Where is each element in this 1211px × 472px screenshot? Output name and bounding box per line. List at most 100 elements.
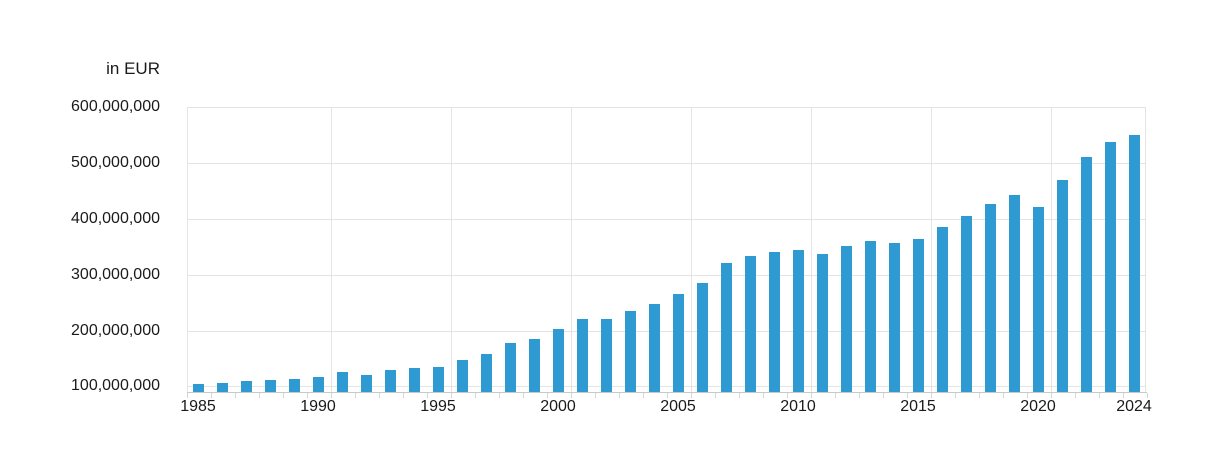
- x-tick-label: 2024: [1116, 398, 1152, 415]
- y-grid-line: [187, 331, 1145, 332]
- y-axis-unit-label: in EUR: [106, 59, 160, 78]
- x-axis-tick: [1099, 393, 1100, 398]
- x-tick-label: 1985: [180, 398, 216, 415]
- bar-year-2013: [865, 240, 876, 392]
- x-tick-label: 1990: [300, 398, 336, 415]
- x-axis-tick: [931, 393, 932, 398]
- y-tick-label: 500,000,000: [71, 154, 160, 171]
- x-axis-tick: [307, 393, 308, 398]
- x-axis-tick: [787, 393, 788, 398]
- x-axis-tick: [355, 393, 356, 398]
- bar-year-2005: [673, 293, 684, 392]
- bar-year-2000: [553, 328, 564, 392]
- x-axis-tick: [1147, 393, 1148, 398]
- bar-year-1985: [193, 383, 204, 392]
- x-axis-tick: [523, 393, 524, 398]
- x-axis-tick: [403, 393, 404, 398]
- bar-year-2002: [601, 318, 612, 392]
- x-axis-tick: [811, 393, 812, 398]
- bar-year-2006: [697, 283, 708, 392]
- x-tick-label: 1995: [420, 398, 456, 415]
- x-axis-tick: [283, 393, 284, 398]
- bar-year-2016: [937, 227, 948, 392]
- x-axis-tick: [715, 393, 716, 398]
- bar-year-1994: [409, 367, 420, 392]
- y-grid-line: [187, 219, 1145, 220]
- x-grid-line: [1051, 107, 1052, 392]
- y-grid-line: [187, 386, 1145, 387]
- x-axis-tick: [427, 393, 428, 398]
- x-axis-tick: [883, 393, 884, 398]
- x-grid-line: [331, 107, 332, 392]
- bar-year-1991: [337, 372, 348, 392]
- x-axis-tick: [331, 393, 332, 398]
- x-axis-tick: [907, 393, 908, 398]
- bar-year-1999: [529, 338, 540, 392]
- x-tick-label: 2000: [540, 398, 576, 415]
- x-tick-label: 2015: [900, 398, 936, 415]
- x-grid-line: [451, 107, 452, 392]
- bar-year-2012: [841, 246, 852, 392]
- y-grid-line: [187, 275, 1145, 276]
- bar-year-2007: [721, 263, 732, 392]
- x-tick-label: 2005: [660, 398, 696, 415]
- x-axis-tick: [1003, 393, 1004, 398]
- bar-year-1986: [217, 382, 228, 392]
- x-axis-tick: [619, 393, 620, 398]
- bar-year-2010: [793, 249, 804, 392]
- bar-year-1987: [241, 381, 252, 392]
- y-tick-label: 400,000,000: [71, 210, 160, 227]
- x-axis-tick: [955, 393, 956, 398]
- y-tick-label: 200,000,000: [71, 322, 160, 339]
- bar-year-2020: [1033, 207, 1044, 392]
- y-tick-label: 100,000,000: [71, 377, 160, 394]
- x-axis-line: [187, 392, 1147, 393]
- x-axis-tick: [667, 393, 668, 398]
- bar-year-1996: [457, 359, 468, 392]
- x-grid-line: [691, 107, 692, 392]
- bar-year-2024: [1129, 134, 1140, 392]
- x-axis-tick: [379, 393, 380, 398]
- plot-left-border: [187, 107, 188, 392]
- bar-year-1993: [385, 370, 396, 392]
- x-axis-tick: [571, 393, 572, 398]
- x-axis-tick: [259, 393, 260, 398]
- bar-year-2015: [913, 239, 924, 392]
- x-axis-tick: [235, 393, 236, 398]
- bar-year-1990: [313, 376, 324, 392]
- bar-year-1992: [361, 374, 372, 392]
- x-axis-tick: [451, 393, 452, 398]
- x-axis-tick: [763, 393, 764, 398]
- x-axis-tick: [1075, 393, 1076, 398]
- y-grid-line: [187, 163, 1145, 164]
- x-axis-tick: [979, 393, 980, 398]
- x-axis-tick: [499, 393, 500, 398]
- bar-year-2022: [1081, 157, 1092, 392]
- x-tick-label: 2020: [1020, 398, 1056, 415]
- y-grid-line: [187, 107, 1145, 108]
- x-axis-tick: [547, 393, 548, 398]
- bar-year-2008: [745, 256, 756, 392]
- x-axis-tick: [1027, 393, 1028, 398]
- plot-right-border: [1145, 107, 1146, 392]
- bar-year-1997: [481, 354, 492, 392]
- y-tick-label: 600,000,000: [71, 98, 160, 115]
- x-axis-tick: [211, 393, 212, 398]
- x-axis-tick: [595, 393, 596, 398]
- bar-year-2017: [961, 215, 972, 392]
- bar-year-1995: [433, 366, 444, 392]
- x-tick-label: 2010: [780, 398, 816, 415]
- x-axis-tick: [475, 393, 476, 398]
- bar-year-2019: [1009, 195, 1020, 392]
- bar-year-2003: [625, 310, 636, 392]
- bar-year-2021: [1057, 179, 1068, 392]
- bar-year-2018: [985, 204, 996, 392]
- bar-year-2011: [817, 253, 828, 392]
- bar-year-1998: [505, 343, 516, 392]
- bar-year-2014: [889, 242, 900, 392]
- bar-year-1989: [289, 379, 300, 392]
- x-axis-tick: [1051, 393, 1052, 398]
- x-grid-line: [931, 107, 932, 392]
- x-axis-tick: [835, 393, 836, 398]
